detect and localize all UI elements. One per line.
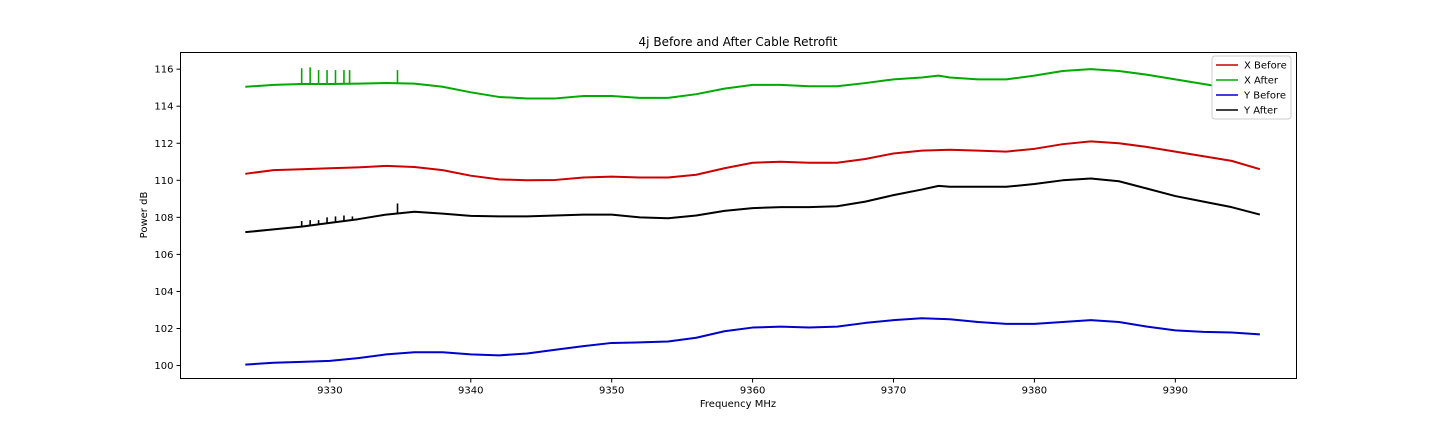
y-tick-label-7: 114 <box>154 102 173 113</box>
y-tick-label-3: 106 <box>154 250 173 261</box>
x-tick-label-2: 9350 <box>599 386 624 397</box>
series-line-1 <box>245 68 1261 100</box>
legend-box <box>1211 55 1292 120</box>
y-tick-label-2: 104 <box>154 287 173 298</box>
plot-frame <box>180 52 1297 379</box>
y-axis-title: Power dB <box>139 192 150 239</box>
legend-label-2: Y Before <box>1243 91 1286 102</box>
y-tick-label-0: 100 <box>154 361 173 372</box>
legend: X Before X After Y Before Y After <box>1211 55 1292 120</box>
series-line-2 <box>245 317 1260 366</box>
x-axis: 9330 9340 9350 9360 9370 9380 9390 <box>317 378 1188 397</box>
y-axis: 100 102 104 106 108 110 112 114 116 <box>154 65 181 372</box>
legend-label-0: X Before <box>1244 61 1287 72</box>
y-tick-label-8: 116 <box>154 65 173 76</box>
y-tick-label-5: 110 <box>154 176 173 187</box>
x-tick-label-0: 9330 <box>317 386 342 397</box>
series-line-3 <box>245 177 1261 234</box>
y-tick-label-4: 108 <box>154 213 173 224</box>
x-tick-label-4: 9370 <box>881 386 906 397</box>
x-tick-label-1: 9340 <box>458 386 483 397</box>
legend-label-1: X After <box>1244 76 1279 87</box>
series-line-0 <box>245 140 1261 182</box>
plot-lines <box>245 67 1261 366</box>
x-tick-label-5: 9380 <box>1022 386 1047 397</box>
y-tick-label-1: 102 <box>154 324 173 335</box>
x-tick-label-6: 9390 <box>1163 386 1188 397</box>
y-tick-label-6: 112 <box>154 139 173 150</box>
x-tick-label-3: 9360 <box>740 386 765 397</box>
legend-items: X Before X After Y Before Y After <box>1216 61 1287 117</box>
legend-label-3: Y After <box>1243 106 1278 117</box>
chart-title: 4j Before and After Cable Retrofit <box>639 35 838 49</box>
x-axis-title: Frequency MHz <box>700 399 776 410</box>
